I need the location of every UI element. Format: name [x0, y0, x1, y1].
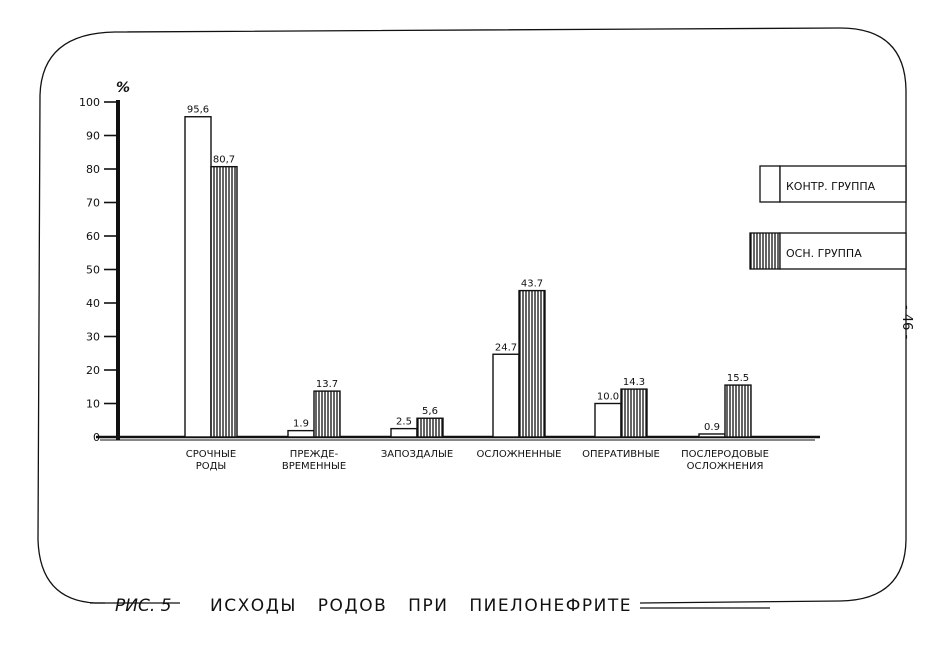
data-label: 2.5	[396, 417, 412, 428]
data-label: 14.3	[623, 377, 645, 388]
data-label: 43.7	[521, 279, 543, 290]
bar-main	[416, 417, 444, 438]
bar-control	[492, 353, 520, 438]
data-label: 1.9	[293, 419, 309, 430]
y-tick-label: 10	[86, 398, 100, 411]
x-tick-label: РОДЫ	[196, 461, 227, 472]
data-label: 80,7	[213, 155, 235, 166]
bar-main	[620, 388, 648, 438]
data-label: 15.5	[727, 373, 749, 384]
legend-label-main: ОСН. ГРУППА	[786, 247, 862, 260]
x-tick-label: ОСЛОЖНЕННЫЕ	[476, 449, 561, 460]
y-axis: %	[116, 80, 130, 440]
data-label: 0.9	[704, 422, 720, 433]
x-tick-label: ПРЕЖДЕ-	[290, 449, 339, 460]
legend-box	[779, 232, 907, 270]
figure-title: ИСХОДЫ РОДОВ ПРИ ПИЕЛОНЕФРИТЕ	[210, 596, 632, 616]
y-tick-label: 100	[79, 96, 100, 109]
bar-control	[594, 402, 622, 438]
data-label: 10.0	[597, 392, 619, 403]
data-label: 5,6	[422, 406, 438, 417]
legend-box	[779, 165, 907, 203]
legend-item-main: ОСН. ГРУППА	[749, 232, 907, 270]
legend-swatch-hatched	[749, 232, 781, 270]
x-tick-label: ПОСЛЕРОДОВЫЕ	[681, 449, 769, 460]
bar-main	[518, 289, 546, 438]
data-label: 24.7	[495, 342, 517, 353]
figure-caption: РИС. 5 ИСХОДЫ РОДОВ ПРИ ПИЕЛОНЕФРИТЕ	[90, 596, 770, 616]
y-axis-label: %	[116, 80, 130, 96]
y-tick-label: 50	[86, 264, 100, 277]
bar-main	[724, 384, 752, 438]
y-tick-label: 70	[86, 197, 100, 210]
bar-control	[698, 433, 726, 438]
y-tick-label: 20	[86, 364, 100, 377]
legend: КОНТР. ГРУППА ОСН. ГРУППА	[749, 165, 907, 270]
x-tick-label: СРОЧНЫЕ	[186, 449, 236, 460]
y-tick-label: 80	[86, 163, 100, 176]
y-tick-label: 90	[86, 130, 100, 143]
legend-label-control: КОНТР. ГРУППА	[786, 180, 876, 193]
x-tick-label: ОСЛОЖНЕНИЯ	[687, 461, 764, 472]
figure-number: РИС. 5	[115, 596, 171, 616]
page-number: - 46 -	[899, 305, 914, 339]
x-tick-label: ВРЕМЕННЫЕ	[282, 461, 346, 472]
y-ticks: 0102030405060708090100	[79, 96, 118, 444]
bar-main	[313, 390, 341, 438]
legend-item-control: КОНТР. ГРУППА	[759, 165, 907, 203]
legend-swatch-plain	[759, 165, 781, 203]
y-tick-label: 30	[86, 331, 100, 344]
bar-control	[287, 429, 315, 438]
bar-control	[184, 116, 212, 438]
data-label: 13.7	[316, 379, 338, 390]
bar-main	[210, 165, 238, 438]
page-frame	[37, 27, 907, 604]
bar-control	[390, 427, 418, 438]
x-tick-label: ОПЕРАТИВНЫЕ	[582, 449, 660, 460]
y-tick-label: 40	[86, 297, 100, 310]
bars-layer: 95,6 80,7 1.9 13.7 2.5 5,6 24.7 43.7 10.0 14.3 0.9…	[184, 105, 752, 438]
x-tick-label: ЗАПОЗДАЛЫЕ	[381, 449, 453, 460]
data-label: 95,6	[187, 105, 209, 116]
y-tick-label: 60	[86, 230, 100, 243]
